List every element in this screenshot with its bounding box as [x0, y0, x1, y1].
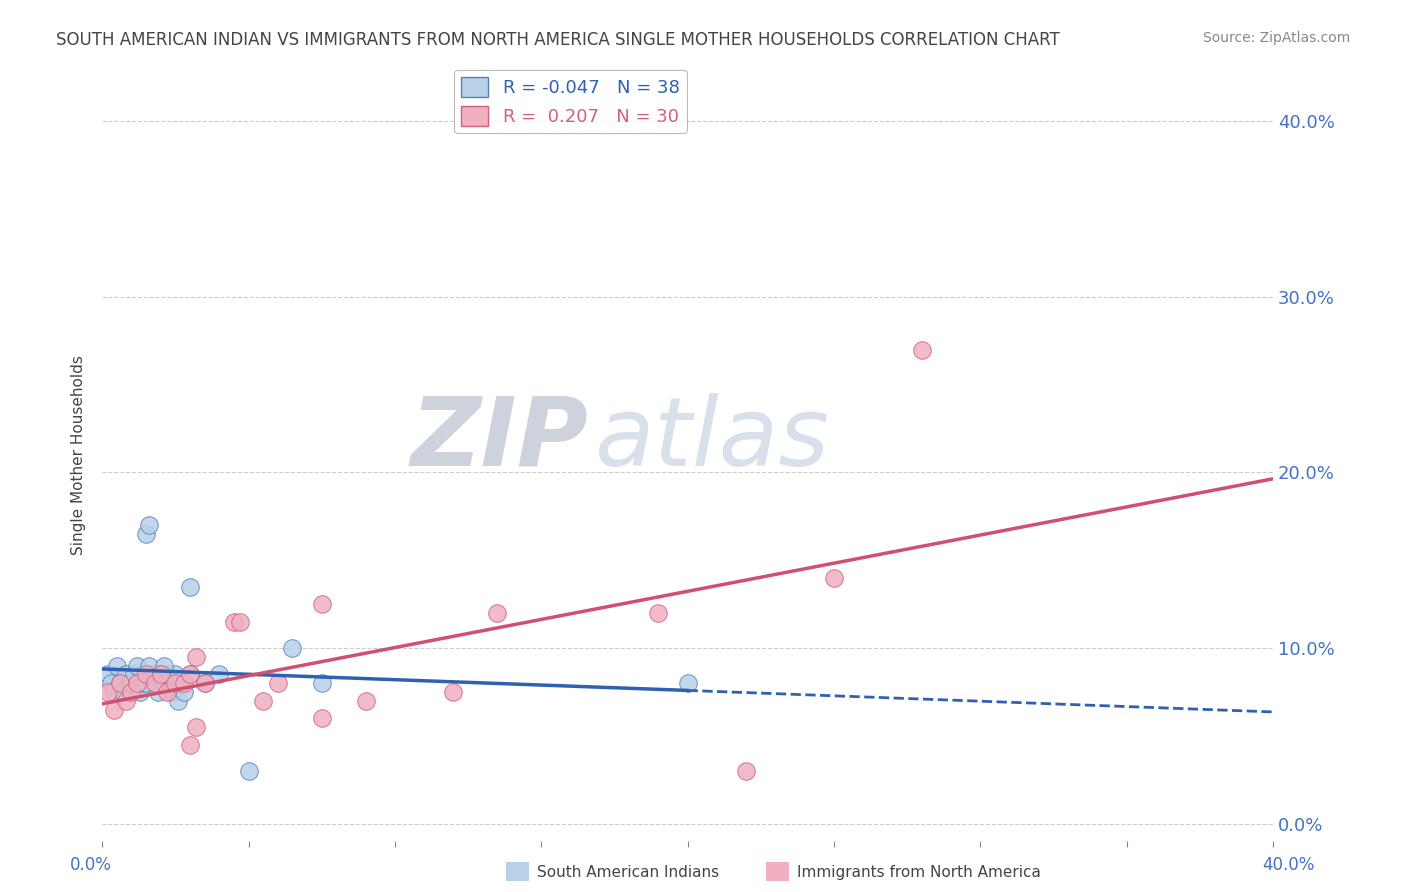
Point [132, 676, 155, 690]
Point [194, 676, 217, 690]
Point [97, 667, 120, 681]
Point [823, 571, 845, 585]
Point [486, 606, 509, 620]
Text: 40.0%: 40.0% [1263, 855, 1315, 873]
Point [311, 711, 333, 725]
Point [138, 518, 160, 533]
Point [124, 667, 146, 681]
Point [165, 667, 187, 681]
Text: ZIP: ZIP [411, 393, 588, 486]
Point [135, 676, 157, 690]
Point [100, 676, 122, 690]
Point [121, 685, 143, 699]
Point [167, 694, 190, 708]
Point [179, 667, 201, 681]
Point [184, 720, 207, 734]
Point [105, 658, 128, 673]
Point [127, 658, 149, 673]
Point [135, 667, 157, 681]
Point [267, 676, 290, 690]
Point [179, 580, 201, 594]
Point [111, 685, 134, 699]
Point [103, 703, 125, 717]
Point [229, 615, 252, 629]
Point [281, 641, 304, 656]
Point [443, 685, 465, 699]
Point [97, 685, 120, 699]
Point [647, 606, 669, 620]
Point [162, 685, 184, 699]
Point [149, 667, 172, 681]
Point [354, 694, 377, 708]
Point [117, 676, 139, 690]
Point [108, 676, 131, 690]
Point [121, 676, 143, 690]
Point [146, 685, 169, 699]
Point [179, 738, 201, 752]
Point [155, 667, 177, 681]
Text: 0.0%: 0.0% [70, 855, 112, 873]
Point [311, 597, 333, 611]
Text: Source: ZipAtlas.com: Source: ZipAtlas.com [1202, 31, 1350, 45]
Point [143, 676, 166, 690]
Point [238, 764, 260, 778]
Point [114, 694, 136, 708]
Text: SOUTH AMERICAN INDIAN VS IMMIGRANTS FROM NORTH AMERICA SINGLE MOTHER HOUSEHOLDS : SOUTH AMERICAN INDIAN VS IMMIGRANTS FROM… [56, 31, 1060, 49]
Point [103, 685, 125, 699]
Point [194, 676, 217, 690]
Point [311, 676, 333, 690]
Point [222, 615, 245, 629]
Point [129, 685, 152, 699]
FancyBboxPatch shape [761, 856, 794, 887]
Point [911, 343, 934, 357]
Point [152, 676, 174, 690]
Point [165, 676, 187, 690]
Point [152, 658, 174, 673]
Point [135, 527, 157, 541]
Text: South American Indians: South American Indians [537, 865, 720, 880]
Text: atlas: atlas [593, 393, 830, 486]
Y-axis label: Single Mother Households: Single Mother Households [72, 355, 86, 555]
Point [159, 676, 181, 690]
Point [108, 676, 131, 690]
Legend: R = -0.047   N = 38, R =  0.207   N = 30: R = -0.047 N = 38, R = 0.207 N = 30 [454, 70, 688, 133]
Point [252, 694, 274, 708]
Point [138, 658, 160, 673]
Point [141, 676, 163, 690]
Point [143, 667, 166, 681]
Text: Immigrants from North America: Immigrants from North America [797, 865, 1040, 880]
Point [173, 685, 195, 699]
Point [735, 764, 758, 778]
Point [149, 667, 172, 681]
Point [184, 649, 207, 664]
Point [155, 685, 177, 699]
Point [149, 667, 172, 681]
Point [127, 676, 149, 690]
Point [676, 676, 699, 690]
Point [114, 667, 136, 681]
FancyBboxPatch shape [501, 856, 534, 887]
Point [179, 667, 201, 681]
Point [208, 667, 231, 681]
Point [173, 676, 195, 690]
